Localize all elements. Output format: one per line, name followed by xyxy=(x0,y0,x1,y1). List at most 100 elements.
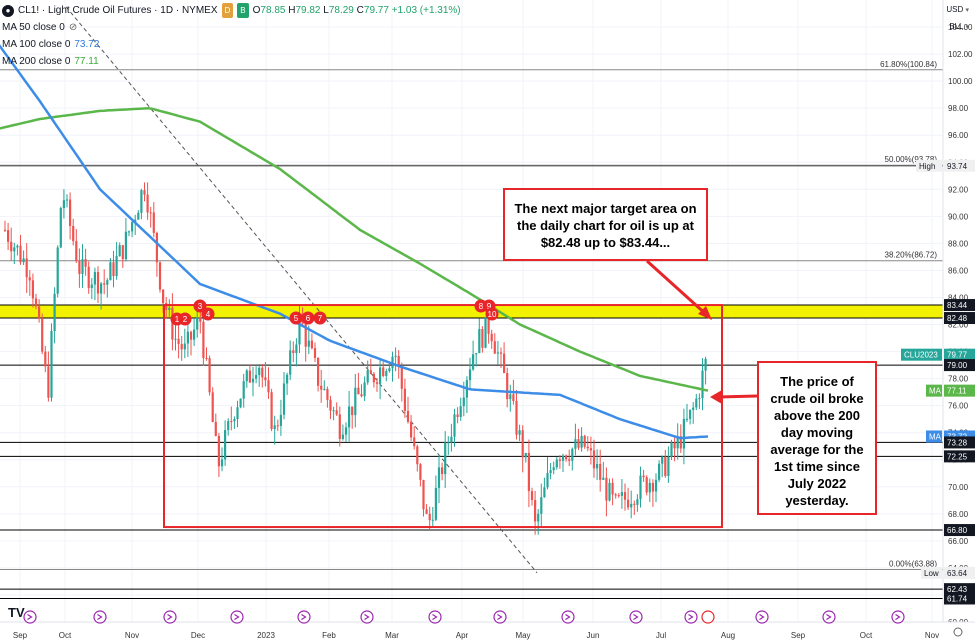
candle-body xyxy=(571,448,574,461)
ma50-row[interactable]: MA 50 close 0 ⊘ xyxy=(2,19,461,36)
candle-body xyxy=(366,370,369,383)
touch-marker-label: 8 xyxy=(479,302,484,311)
candle-body xyxy=(543,487,546,498)
price-tag-name-bg xyxy=(901,348,942,361)
ma-break-callout: The price of crude oil broke above the 2… xyxy=(757,361,877,515)
candle-body xyxy=(341,434,344,440)
y-tick-label: 102.00 xyxy=(948,50,973,59)
candle-body xyxy=(444,442,447,475)
candle-body xyxy=(651,482,654,492)
candle-body xyxy=(143,190,146,195)
candle-body xyxy=(193,329,196,340)
y-tick-label: 96.00 xyxy=(948,131,969,140)
candle-body xyxy=(561,455,565,461)
candle-body xyxy=(245,370,248,382)
x-tick-label: Jun xyxy=(587,631,600,640)
ma100-row[interactable]: MA 100 close 0 73.72 xyxy=(2,36,461,53)
candle-body xyxy=(93,272,96,285)
candle-body xyxy=(149,212,152,214)
candle-body xyxy=(124,231,127,260)
candle-body xyxy=(596,463,599,469)
candle-body xyxy=(348,406,351,428)
price-tag xyxy=(944,566,975,579)
chevron-down-icon: ▾ xyxy=(965,7,969,14)
y-tick-label: 84.00 xyxy=(948,293,969,302)
candle-body xyxy=(25,258,28,278)
candle-body xyxy=(233,419,236,422)
candle-body xyxy=(633,503,636,505)
candle-body xyxy=(171,307,174,340)
touch-marker-label: 1 xyxy=(175,315,180,324)
y-tick-label: 92.00 xyxy=(948,185,969,194)
candle-body xyxy=(44,351,47,367)
candle-body xyxy=(422,479,425,510)
candle-body xyxy=(698,398,701,400)
candle-body xyxy=(388,368,391,372)
y-tick-label: 104.00 xyxy=(948,23,973,32)
price-tag xyxy=(944,384,975,397)
candle-body xyxy=(506,372,509,400)
ma200-row[interactable]: MA 200 close 0 77.11 xyxy=(2,53,461,70)
candle-body xyxy=(220,459,224,467)
candle-body xyxy=(679,436,682,449)
y-tick-label: 82.00 xyxy=(948,321,969,330)
candle-body xyxy=(65,199,69,201)
event-icon-arrow xyxy=(633,613,639,621)
target-callout: The next major target area on the daily … xyxy=(503,188,708,261)
candle-body xyxy=(369,370,372,374)
candle-body xyxy=(338,414,341,440)
fib-label: 0.00%(63.88) xyxy=(889,560,937,569)
candle-body xyxy=(146,194,149,213)
candle-body xyxy=(527,452,530,492)
candle-body xyxy=(682,419,685,449)
event-icon-arrow xyxy=(432,613,438,621)
candle-body xyxy=(434,487,437,520)
candle-body xyxy=(524,452,527,458)
candle-body xyxy=(447,442,450,444)
candle-body xyxy=(72,225,75,242)
currency-row[interactable]: USD ▾ xyxy=(946,2,969,19)
touch-marker-label: 3 xyxy=(198,302,203,311)
event-icon-arrow xyxy=(497,613,503,621)
price-tag-name: MA xyxy=(929,432,942,441)
unit-row[interactable]: BLL ▾ xyxy=(946,19,969,36)
candle-body xyxy=(270,392,273,430)
candle-body xyxy=(394,355,397,357)
fib-label: 61.80%(100.84) xyxy=(880,60,937,69)
arrow-head xyxy=(710,390,722,404)
candle-body xyxy=(586,446,589,449)
candle-body xyxy=(344,427,348,435)
candle-body xyxy=(22,258,25,263)
candle-body xyxy=(47,366,50,398)
symbol-row[interactable]: ● CL1! · Light Crude Oil Futures · 1D · … xyxy=(2,2,461,19)
event-icon xyxy=(493,610,507,624)
eye-hidden-icon[interactable]: ⊘ xyxy=(68,22,78,33)
candle-body xyxy=(155,232,158,263)
ma200-label: MA 200 close 0 xyxy=(2,56,71,67)
candle-body xyxy=(183,343,186,350)
candle-body xyxy=(462,397,465,407)
currency-unit-selector[interactable]: USD ▾ BLL ▾ xyxy=(946,2,969,36)
price-tag-name: CLU2023 xyxy=(904,351,938,360)
candle-body xyxy=(118,245,121,257)
candle-body xyxy=(654,479,658,492)
event-icon-arrow xyxy=(27,613,33,621)
candle-body xyxy=(134,219,137,223)
candle-body xyxy=(704,358,707,371)
candle-body xyxy=(19,245,22,263)
tradingview-logo-icon: TV xyxy=(8,605,25,620)
candle-body xyxy=(112,262,115,277)
ma100-label: MA 100 close 0 xyxy=(2,39,71,50)
ma100-value: 73.72 xyxy=(74,39,100,50)
candle-body xyxy=(639,475,642,500)
candle-body xyxy=(168,307,171,310)
candle-body xyxy=(658,463,661,480)
symbol-title[interactable]: CL1! · Light Crude Oil Futures · 1D · NY… xyxy=(18,5,218,16)
price-tag-value: 61.74 xyxy=(947,594,968,603)
close-value: 79.77 xyxy=(363,5,389,16)
candle-body xyxy=(267,380,270,393)
touch-marker xyxy=(289,311,303,325)
candles-group xyxy=(3,182,707,535)
candle-body xyxy=(264,377,267,381)
